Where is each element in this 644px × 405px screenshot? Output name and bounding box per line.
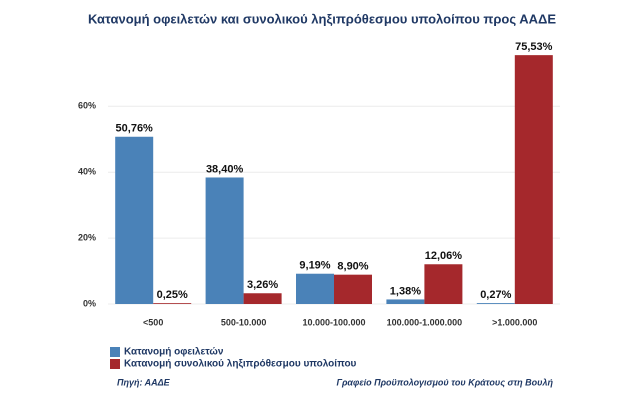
credit: Γραφείο Προϋπολογισμού του Κράτους στη Β…: [336, 377, 553, 387]
bar: [424, 264, 463, 304]
x-tick-label: 500-10.000: [221, 317, 267, 327]
y-tick-label: 40%: [78, 167, 96, 177]
bar: [386, 299, 425, 304]
legend-swatch: [110, 359, 120, 369]
data-label: 9,19%: [299, 260, 330, 272]
x-tick-label: 100.000-1.000.000: [387, 317, 463, 327]
legend-swatch: [110, 347, 120, 357]
y-tick-label: 0%: [83, 298, 96, 308]
bar: [514, 55, 553, 304]
bar: [205, 177, 244, 304]
chart-title: Κατανομή οφειλετών και συνολικού ληξιπρό…: [88, 11, 556, 26]
legend-label: Κατανομή οφειλετών: [124, 347, 224, 358]
data-label: 0,25%: [157, 289, 188, 301]
bar: [243, 293, 282, 304]
data-label: 3,26%: [247, 279, 278, 291]
data-label: 75,53%: [515, 41, 553, 53]
y-tick-label: 60%: [78, 101, 96, 111]
y-tick-label: 20%: [78, 232, 96, 242]
x-tick-label: 10.000-100.000: [302, 317, 365, 327]
legend-label: Κατανομή συνολικού ληξιπρόθεσμου υπολοίπ…: [124, 359, 357, 370]
bar: [476, 303, 515, 304]
data-label: 50,76%: [116, 123, 154, 135]
bar: [115, 136, 154, 304]
source: Πηγή: ΑΑΔΕ: [117, 377, 171, 387]
bar: [334, 274, 372, 304]
bar: [153, 303, 192, 304]
bar: [296, 273, 334, 304]
data-label: 12,06%: [425, 250, 463, 262]
x-tick-label: >1.000.000: [492, 317, 537, 327]
data-label: 38,40%: [206, 163, 244, 175]
data-label: 1,38%: [390, 285, 421, 297]
data-label: 8,90%: [337, 261, 368, 273]
x-tick-label: <500: [143, 317, 163, 327]
data-label: 0,27%: [480, 289, 511, 301]
